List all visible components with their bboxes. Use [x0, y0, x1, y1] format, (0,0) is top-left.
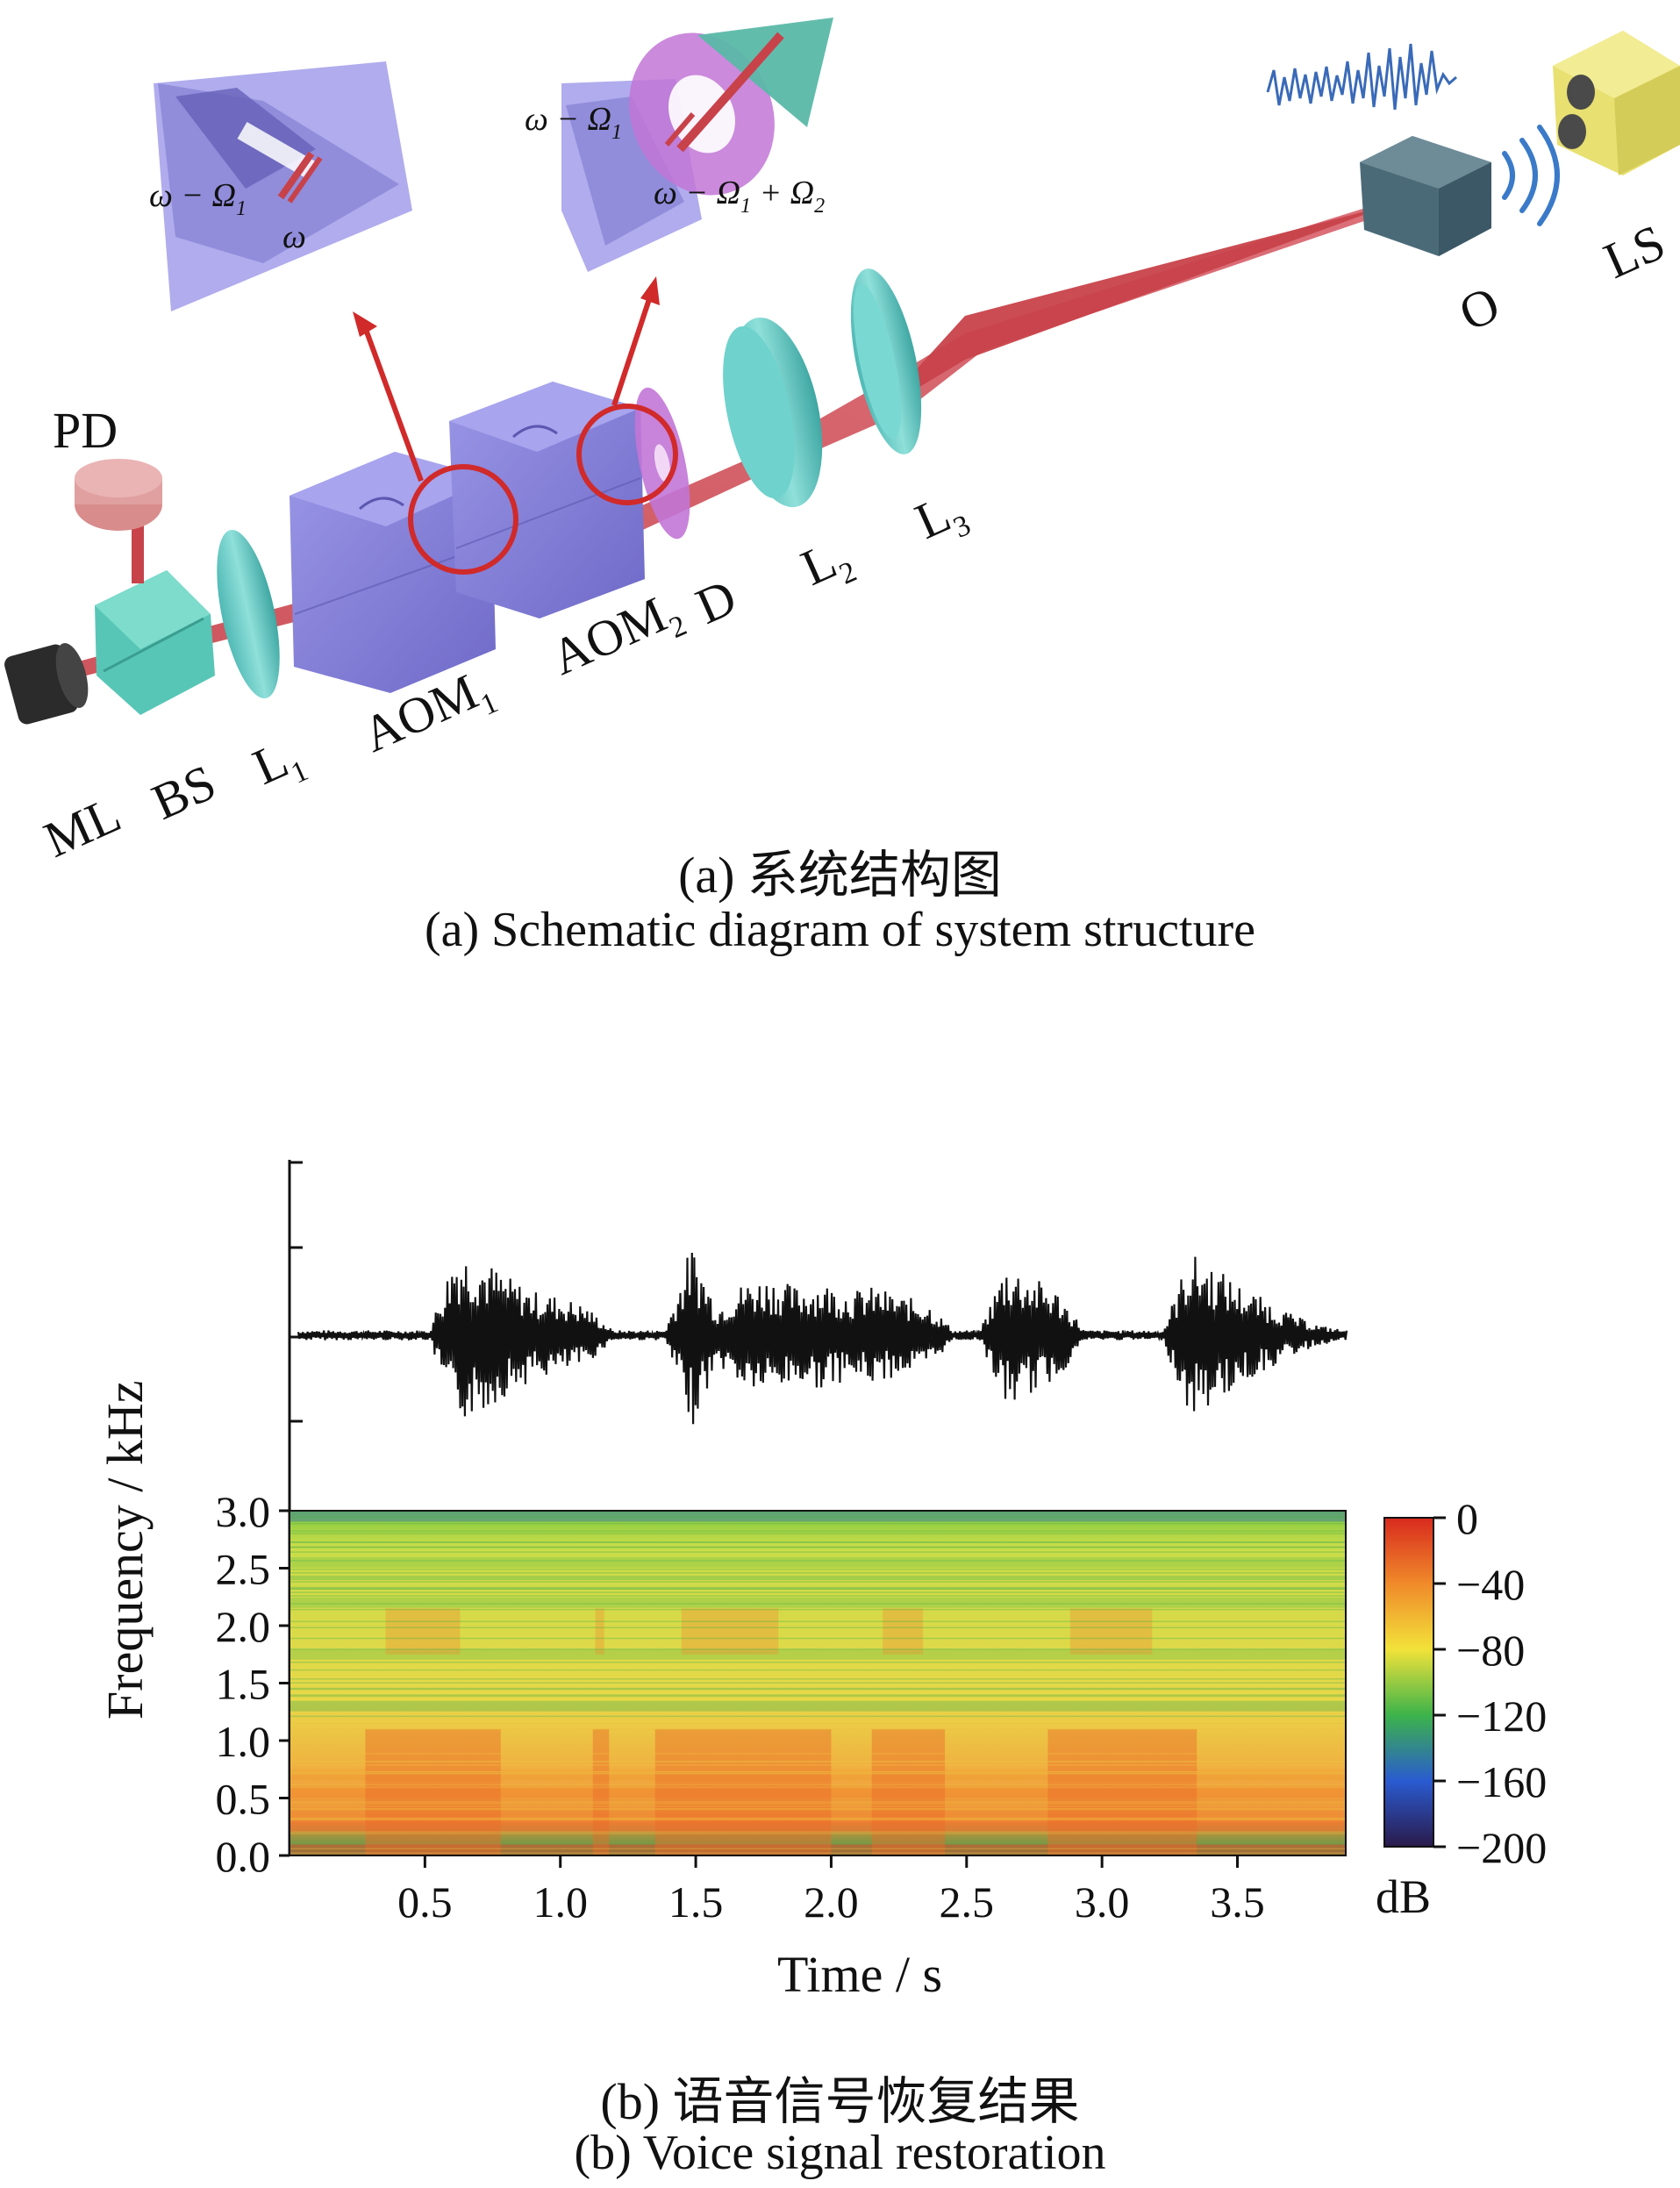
label-l3: L3	[907, 479, 976, 557]
speech-energy-formant	[1069, 1608, 1153, 1655]
laser-source-ml	[4, 643, 89, 725]
speech-energy-low	[365, 1728, 501, 1856]
x-ticks: 0.5 1.0 1.5 2.0 2.5 3.0 3.5	[397, 1856, 1265, 1927]
x-tick-label: 2.5	[940, 1877, 995, 1927]
spectrogram-band	[290, 1597, 1346, 1608]
diaphragm-d	[634, 387, 690, 540]
speech-energy-formant	[681, 1608, 779, 1655]
caption-b-english: (b) Voice signal restoration	[574, 2126, 1106, 2180]
colorbar-tick-label: −160	[1456, 1757, 1547, 1806]
loudspeaker-ls	[1553, 31, 1680, 175]
label-l2: L2	[793, 526, 861, 604]
object-o	[1360, 136, 1491, 256]
y-tick-label: 2.5	[216, 1545, 271, 1594]
lens-l2	[723, 317, 823, 508]
label-ls: LS	[1596, 213, 1673, 290]
inset2-label-omega-shifted: ω − Ω1 + Ω2	[654, 175, 825, 218]
laser-beam	[26, 200, 1395, 689]
sound-waves-icon	[1502, 125, 1560, 226]
speech-energy-low	[654, 1728, 832, 1856]
x-tick-label: 0.5	[397, 1877, 453, 1927]
y-ticks: 0.0 0.5 1.0 1.5 2.0 2.5 3.0	[216, 1487, 290, 1881]
spectrogram-band	[290, 1556, 1346, 1568]
x-axis-title: Time / s	[777, 1946, 942, 2003]
caption-a-chinese: (a) 系统结构图	[678, 847, 1002, 904]
colorbar-tick-label: −200	[1456, 1823, 1547, 1872]
y-tick-label: 3.0	[216, 1487, 271, 1536]
lens-l1	[217, 529, 280, 699]
waveform-trace	[297, 1252, 1348, 1425]
caption-b-chinese: (b) 语音信号恢复结果	[600, 2073, 1080, 2130]
spectrogram-band	[290, 1648, 1346, 1660]
y-tick-label: 0.0	[216, 1832, 271, 1881]
lens-l3	[850, 268, 922, 454]
speech-energy-formant	[595, 1608, 604, 1655]
spectrogram-band	[290, 1844, 1346, 1856]
colorbar-unit: dB	[1376, 1870, 1431, 1923]
zoom-markers	[361, 293, 678, 575]
waveform-axis-ticks	[290, 1161, 303, 1423]
spectrogram-band	[290, 1821, 1346, 1833]
inset2-label-omega-minus-omega1: ω − Ω1	[525, 101, 622, 144]
arrow-head-left	[353, 311, 377, 337]
colorbar-tick-label: −120	[1456, 1691, 1547, 1741]
colorbar-tick-label: −40	[1456, 1560, 1525, 1609]
label-bs: BS	[144, 754, 224, 831]
spectrogram-band	[290, 1700, 1346, 1712]
colorbar-gradient	[1383, 1517, 1434, 1848]
speech-energy-formant	[883, 1608, 924, 1655]
photodetector-pd	[75, 459, 162, 583]
inset-aom2	[561, 18, 833, 272]
beam-splitter-bs	[95, 570, 215, 715]
inset1-label-omega-minus-omega1: ω − Ω1	[149, 177, 247, 220]
y-tick-label: 0.5	[216, 1775, 271, 1824]
spectrogram-band	[290, 1511, 1346, 1522]
x-tick-label: 2.0	[804, 1877, 859, 1927]
spectrogram-band	[290, 1786, 1346, 1798]
y-axis-title: Frequency / kHz	[97, 1380, 154, 1720]
arrow-head-right	[640, 276, 660, 305]
caption-a-english: (a) Schematic diagram of system structur…	[425, 903, 1255, 957]
speech-energy-low	[871, 1728, 946, 1856]
label-o: O	[1451, 275, 1508, 341]
speech-energy-low	[1047, 1728, 1197, 1856]
label-pd: PD	[53, 402, 118, 459]
colorbar-ticks: 0 −40 −80 −120 −160 −200	[1433, 1494, 1547, 1872]
x-tick-label: 3.0	[1075, 1877, 1130, 1927]
y-tick-label: 2.0	[216, 1602, 271, 1651]
spectrogram	[289, 1510, 1347, 1856]
spectrogram-band	[290, 1770, 1346, 1781]
x-tick-label: 1.5	[668, 1877, 724, 1927]
vibration-signal-icon	[1266, 43, 1457, 111]
speech-energy-low	[592, 1728, 610, 1856]
inset1-label-omega: ω	[282, 218, 306, 255]
x-tick-label: 3.5	[1210, 1877, 1265, 1927]
label-d: D	[688, 568, 745, 634]
colorbar-tick-label: −80	[1456, 1626, 1525, 1675]
colorbar: 0 −40 −80 −120 −160 −200 dB	[1376, 1494, 1547, 1923]
system-diagram: ML BS L1 AOM1 AOM2 D L2 L3 O LS PD ω − Ω…	[4, 18, 1680, 869]
label-l1: L1	[245, 725, 313, 803]
inset-aom1	[154, 61, 412, 311]
y-tick-label: 1.0	[216, 1717, 271, 1766]
y-tick-label: 1.5	[216, 1660, 271, 1709]
colorbar-tick-label: 0	[1456, 1494, 1478, 1543]
x-tick-label: 1.0	[533, 1877, 588, 1927]
waveform	[297, 1252, 1348, 1425]
voice-chart: 0.0 0.5 1.0 1.5 2.0 2.5 3.0 0.5 1.0 1.5 2.0 2.5 3.0…	[97, 1160, 1547, 2003]
speech-energy-formant	[385, 1608, 461, 1655]
